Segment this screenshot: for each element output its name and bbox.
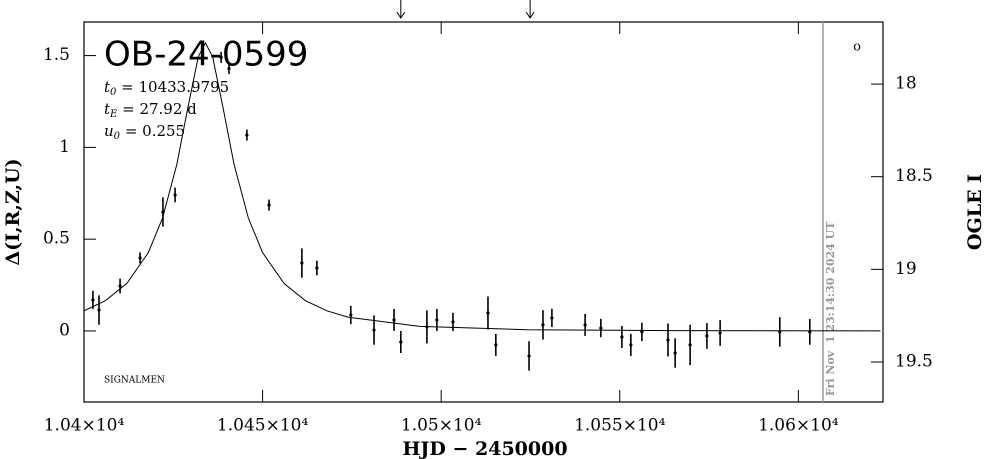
data-point xyxy=(629,343,633,347)
data-point xyxy=(118,284,122,288)
data-point xyxy=(666,338,670,342)
data-point xyxy=(173,193,177,197)
data-point xyxy=(550,316,554,320)
chart-title: OB-24-0599 xyxy=(104,35,308,75)
param-value: = 0.255 xyxy=(120,122,185,140)
data-point xyxy=(219,55,223,60)
y2-tick-label: 18 xyxy=(895,74,917,94)
y-axis-label: Δ(I,R,Z,U) xyxy=(2,158,24,265)
param-subscript: E xyxy=(109,109,118,120)
param-symbol: t xyxy=(104,78,111,96)
plot-area xyxy=(84,41,881,371)
param-symbol: u xyxy=(104,122,114,140)
data-point xyxy=(494,343,498,347)
param: tE = 27.92 d xyxy=(104,100,197,120)
corner-mark: o xyxy=(853,40,861,55)
x-axis-label: HJD − 2450000 xyxy=(402,438,567,459)
data-point xyxy=(778,330,782,334)
data-point xyxy=(688,343,692,347)
data-point xyxy=(435,318,439,322)
data-point xyxy=(267,203,271,207)
data-point xyxy=(451,320,455,324)
arrow-head xyxy=(396,11,406,19)
data-point xyxy=(705,334,709,338)
data-point xyxy=(808,330,812,334)
data-point xyxy=(486,311,490,315)
y-tick-label: 0.5 xyxy=(43,229,70,249)
data-point xyxy=(161,210,165,214)
y-tick-label: 0 xyxy=(59,320,70,340)
x-tick-label: 1.045×10⁴ xyxy=(217,416,309,436)
data-point xyxy=(583,323,587,327)
data-point xyxy=(300,261,304,265)
data-point xyxy=(227,66,231,71)
y2-tick-label: 19 xyxy=(895,259,917,279)
model-curve xyxy=(84,41,881,332)
data-point xyxy=(349,313,353,317)
data-point xyxy=(425,325,429,329)
y2-axis-label: OGLE I xyxy=(964,174,986,250)
data-point xyxy=(399,340,403,344)
data-point xyxy=(372,328,376,332)
x-tick-label: 1.04×10⁴ xyxy=(44,416,125,436)
x-tick-label: 1.06×10⁴ xyxy=(758,416,839,436)
x-tick-label: 1.055×10⁴ xyxy=(574,416,666,436)
arrow-head xyxy=(525,11,535,19)
param-value: = 27.92 d xyxy=(117,100,197,118)
data-point xyxy=(527,354,531,358)
data-point xyxy=(91,298,95,302)
data-point xyxy=(97,308,101,312)
data-point xyxy=(620,335,624,339)
data-point xyxy=(673,351,677,355)
param-symbol: t xyxy=(104,100,111,118)
data-point xyxy=(392,318,396,322)
plot-frame xyxy=(83,21,884,403)
signature: SIGNALMEN xyxy=(104,376,165,386)
data-point xyxy=(138,256,142,260)
data-point xyxy=(541,323,545,327)
data-point xyxy=(245,133,249,137)
y-tick-label: 1 xyxy=(59,137,70,157)
data-point xyxy=(640,330,644,334)
param-subscript: 0 xyxy=(110,87,117,98)
data-point xyxy=(315,266,319,270)
data-point xyxy=(718,331,722,335)
param-value: = 10433.9795 xyxy=(116,78,229,96)
y2-tick-label: 18.5 xyxy=(895,166,933,186)
y-tick-label: 1.5 xyxy=(43,45,70,65)
param: u0 = 0.255 xyxy=(104,122,185,142)
x-tick-label: 1.05×10⁴ xyxy=(401,416,482,436)
data-point xyxy=(599,326,603,330)
y2-tick-label: 19.5 xyxy=(895,351,933,371)
timestamp: Fri Nov 1 23:14:30 2024 UT xyxy=(824,221,837,396)
param: t0 = 10433.9795 xyxy=(104,78,229,98)
param-subscript: 0 xyxy=(114,131,121,142)
